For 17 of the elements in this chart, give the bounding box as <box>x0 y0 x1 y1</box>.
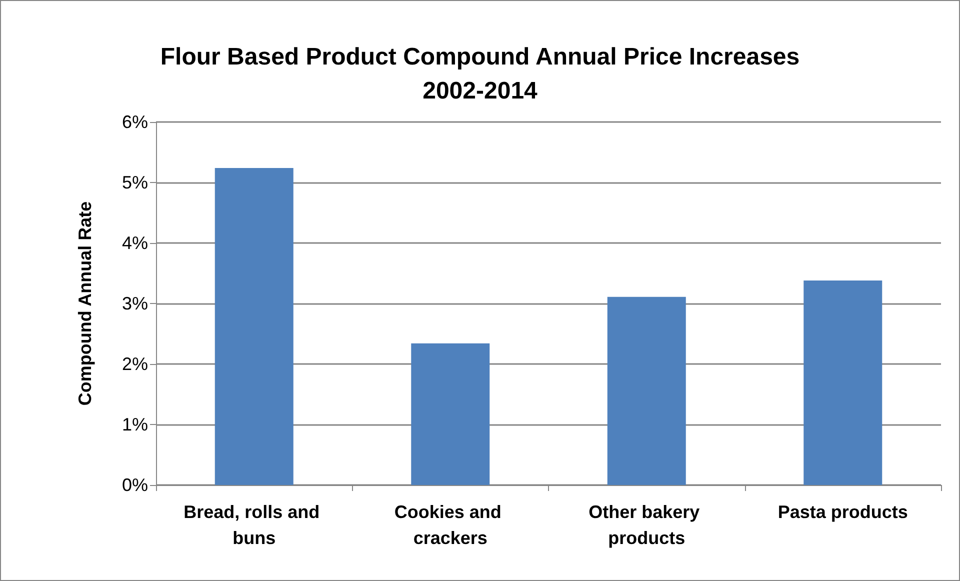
y-tick-label: 4% <box>122 233 148 253</box>
bar <box>214 168 294 485</box>
y-tick-label: 3% <box>122 294 148 314</box>
y-tick-label: 5% <box>122 172 148 192</box>
y-tick-label: 1% <box>122 414 148 434</box>
x-tick-label: Other bakery products <box>588 502 705 548</box>
chart-title: Flour Based Product Compound Annual Price Increases 2002-2014 <box>160 44 800 104</box>
bar <box>607 296 686 485</box>
x-tick-label: Bread, rolls and buns <box>184 502 325 548</box>
y-tick-label: 0% <box>122 475 148 495</box>
y-axis-title: Compound Annual Rate <box>75 201 95 406</box>
bar <box>804 280 882 485</box>
bar <box>411 343 490 485</box>
y-tick-label: 6% <box>122 112 148 132</box>
x-tick-label: Pasta products <box>778 502 908 522</box>
x-tick-label: Cookies and crackers <box>394 502 506 548</box>
y-tick-label: 2% <box>122 354 148 374</box>
